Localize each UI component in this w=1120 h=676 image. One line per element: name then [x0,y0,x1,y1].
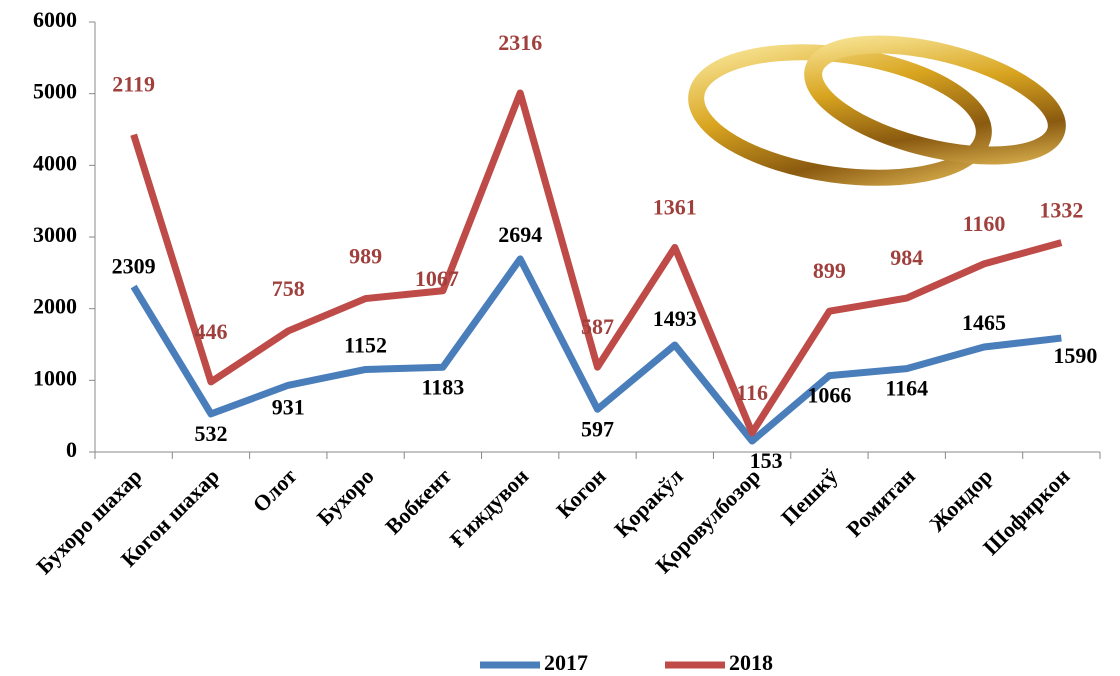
x-tick-label: Ромитан [841,463,920,542]
data-label: 153 [750,448,783,473]
y-tick-label: 2000 [33,294,77,319]
data-label: 1590 [1053,343,1097,368]
data-label: 984 [890,245,923,270]
x-tick-label: Қоракўл [609,463,688,542]
data-label: 597 [581,416,614,441]
x-tick-label: Бухоро [312,463,379,530]
x-tick-label: Ғиждувон [445,463,534,552]
data-label: 989 [349,244,382,269]
data-label: 899 [813,258,846,283]
data-label: 1160 [963,211,1006,236]
data-label: 446 [194,319,227,344]
data-label: 2316 [498,30,542,55]
y-tick-label: 1000 [33,365,77,390]
y-tick-label: 4000 [33,150,77,175]
x-tick-label: Когон [551,463,611,523]
data-label: 116 [736,380,768,405]
data-label: 2309 [112,254,156,279]
data-label: 1066 [807,383,851,408]
x-tick-label: Олот [248,463,302,517]
x-tick-label: Вобкент [380,463,456,539]
legend-label: 2017 [544,650,588,675]
rings-illustration [688,35,1066,186]
y-tick-label: 0 [66,437,77,462]
data-label: 931 [272,394,305,419]
data-label: 532 [194,421,227,446]
data-label: 1067 [415,266,459,291]
x-tick-label: Пешкў [776,463,843,530]
data-label: 1332 [1039,198,1083,223]
y-tick-label: 3000 [33,222,77,247]
line-series [130,89,1063,437]
data-label: 1493 [653,306,697,331]
data-label: 758 [272,276,305,301]
legend-label: 2018 [729,650,773,675]
x-tick-label: Жондор [924,463,997,536]
line-series [130,255,1062,445]
data-label: 1164 [885,376,928,401]
data-label: 1361 [653,195,697,220]
data-label: 587 [581,314,614,339]
data-label: 1183 [421,374,464,399]
data-label: 2119 [112,72,155,97]
y-tick-label: 6000 [33,7,77,32]
data-label: 1465 [962,310,1006,335]
data-label: 2694 [498,222,542,247]
data-label: 1152 [344,332,387,357]
y-tick-label: 5000 [33,79,77,104]
